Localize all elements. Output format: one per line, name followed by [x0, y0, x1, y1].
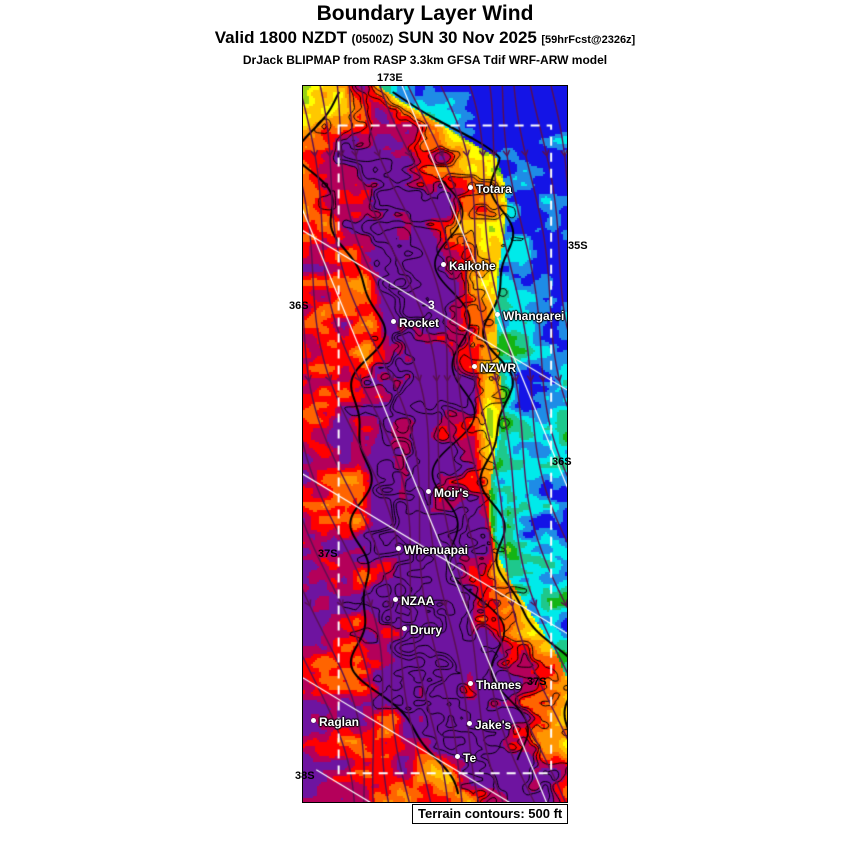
forecast-hour-badge: [59hrFcst@2326z] — [541, 34, 636, 46]
header-block: Boundary Layer Wind Valid 1800 NZDT (050… — [0, 2, 850, 68]
colorbar-area: [kt] [kt] 4.56.58.510.512.514.516.518.52… — [0, 820, 850, 860]
map-raster-canvas — [303, 86, 567, 802]
coordinate-label: 36S — [552, 456, 572, 468]
model-description: DrJack BLIPMAP from RASP 3.3km GFSA Tdif… — [242, 53, 608, 67]
coordinate-label: 37S — [527, 676, 547, 688]
coordinate-label: 37S — [318, 548, 338, 560]
coordinate-label: 36S — [289, 300, 309, 312]
valid-time-line: Valid 1800 NZDT (0500Z) SUN 30 Nov 2025 … — [0, 27, 850, 51]
coordinate-label: 38S — [295, 770, 315, 782]
contour-value-label: 3 — [428, 298, 435, 312]
valid-time-utc: (0500Z) — [351, 32, 394, 46]
coordinate-label: 173E — [377, 72, 403, 84]
weather-map[interactable] — [302, 85, 568, 803]
page-title: Boundary Layer Wind — [316, 2, 534, 25]
terrain-contour-note: Terrain contours: 500 ft — [412, 804, 569, 824]
valid-date-text: SUN 30 Nov 2025 — [397, 28, 537, 47]
coordinate-label: 35S — [568, 240, 588, 252]
valid-time-text: Valid 1800 NZDT — [214, 28, 348, 47]
